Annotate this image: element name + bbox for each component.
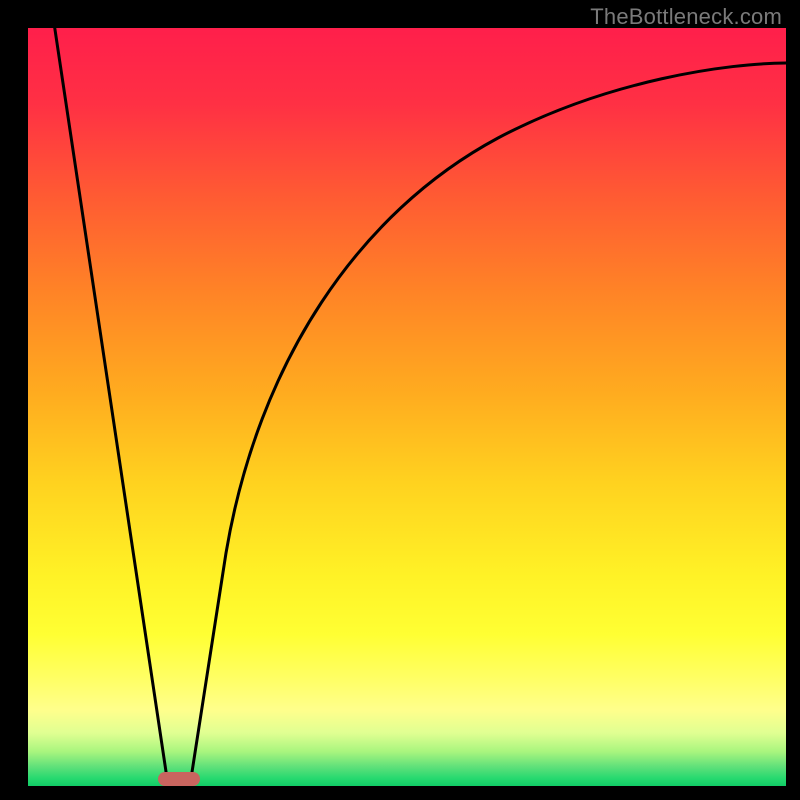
heat-gradient [28,28,786,786]
selection-marker [158,772,200,786]
chart-container: TheBottleneck.com [0,0,800,800]
plot-area [28,28,786,786]
watermark-text: TheBottleneck.com [590,4,782,30]
